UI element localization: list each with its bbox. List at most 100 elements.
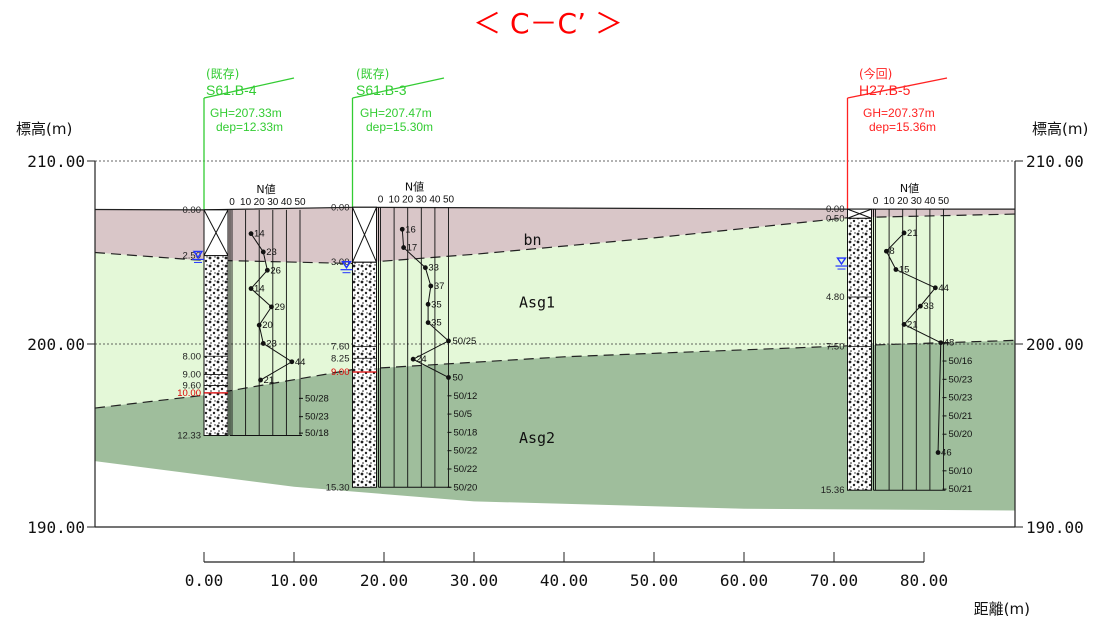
n-scale-label: 30 [911, 196, 923, 207]
depth-label: 4.80 [826, 292, 845, 303]
chart-title: ＜ C－C’ ＞ [473, 7, 623, 40]
depth-label: 0.00 [826, 204, 845, 215]
depth-label: 10.00 [177, 388, 201, 399]
n-scale-label: 40 [281, 197, 293, 208]
n-value-label: 50 [453, 372, 464, 383]
n-value-label: 15 [899, 265, 910, 276]
refusal-label: 50/23 [949, 393, 973, 404]
depth-label: 2.50 [183, 251, 202, 262]
distance-tick-label: 60.00 [720, 571, 768, 590]
n-scale-label: 0 [873, 196, 879, 207]
borehole-tag-line [203, 77, 295, 99]
depth-label: 15.30 [326, 482, 350, 493]
topsoil-cross [203, 209, 229, 256]
depth-label: 7.60 [331, 341, 350, 352]
n-value-point [256, 322, 262, 328]
boreholes: (既存)S61.B-4GH=207.33mdep=12.33m0.002.508… [177, 66, 972, 496]
depth-label: 12.33 [177, 431, 201, 442]
n-value-label: 44 [938, 283, 949, 294]
n-value-point [932, 285, 938, 291]
n-value-header: N値 [405, 180, 424, 193]
soil-layers: bn Asg1 Asg2 [94, 206, 1016, 511]
distance-tick-label: 0.00 [185, 571, 224, 590]
n-value-label: 29 [274, 302, 285, 313]
n-value-point [446, 338, 451, 344]
n-value-label: 24 [416, 354, 427, 365]
borehole-dep: dep=12.33m [216, 120, 283, 134]
n-scale-label: 0 [378, 194, 384, 205]
borehole-status: (既存) [206, 67, 239, 81]
depth-label: 9.00 [183, 370, 202, 381]
n-value-point [260, 249, 266, 255]
n-value-point [935, 450, 941, 455]
distance-tick-label: 30.00 [450, 571, 498, 590]
n-value-label: 26 [270, 265, 281, 276]
depth-label: 9.00 [331, 367, 350, 378]
n-value-point [425, 301, 431, 307]
n-value-point [248, 286, 254, 291]
n-scale-label: 20 [897, 196, 909, 207]
borehole-gh: GH=207.37m [863, 106, 935, 120]
n-value-label: 33 [923, 301, 934, 312]
n-value-label: 21 [907, 319, 918, 330]
water-level-marker [192, 250, 204, 259]
refusal-label: 50/12 [454, 391, 478, 402]
n-value-label: 50/25 [453, 336, 477, 347]
n-value-label: 16 [405, 224, 416, 235]
n-scale-label: 10 [389, 194, 401, 205]
elev-tick-label-left: 200.00 [27, 335, 85, 354]
n-value-label: 8 [889, 246, 894, 257]
n-value-label: 14 [254, 229, 265, 240]
distance-tick-label: 40.00 [540, 571, 588, 590]
borehole-tag-line [352, 77, 445, 99]
elev-axis-label-left: 標高(m) [16, 120, 72, 138]
n-value-point [248, 231, 254, 237]
n-scale-label: 20 [402, 194, 414, 205]
n-value-label: 17 [407, 243, 418, 254]
topsoil-cross [847, 208, 872, 219]
refusal-label: 50/20 [454, 482, 478, 493]
n-scale-label: 0 [229, 197, 235, 208]
n-scale-label: 30 [416, 194, 428, 205]
layer-label-asg1: Asg1 [519, 293, 555, 311]
n-value-point [289, 359, 295, 365]
distance-tick-label: 20.00 [360, 571, 408, 590]
n-value-point [425, 320, 431, 325]
depth-label: 8.25 [331, 353, 350, 364]
layer-asg1 [95, 214, 1015, 409]
depth-label: 15.36 [821, 485, 845, 496]
distance-tick-label: 70.00 [810, 571, 858, 590]
n-scale-label: 50 [938, 196, 950, 207]
n-value-point [428, 283, 434, 289]
borehole-name: H27.B-5 [859, 82, 911, 98]
n-value-label: 46 [941, 448, 952, 459]
n-value-point [938, 340, 944, 346]
depth-label: 9.60 [183, 381, 202, 392]
n-value-point [264, 267, 270, 273]
layer-asg2 [95, 340, 1015, 511]
borehole-gh: GH=207.47m [360, 106, 432, 120]
depth-label: 0.00 [183, 205, 202, 216]
n-value-point [883, 248, 889, 254]
elev-tick-label-left: 210.00 [27, 152, 85, 171]
n-scale-label: 10 [884, 196, 896, 207]
distance-axis-label: 距離(m) [974, 600, 1030, 618]
distance-tick-label: 10.00 [270, 571, 318, 590]
refusal-label: 50/16 [949, 356, 973, 367]
n-value-label: 14 [254, 284, 265, 295]
depth-label: 7.50 [826, 341, 845, 352]
n-value-label: 23 [266, 247, 277, 258]
n-scale-label: 20 [254, 197, 266, 208]
refusal-label: 50/10 [949, 466, 973, 477]
n-value-label: 44 [295, 357, 306, 368]
n-value-point [399, 226, 405, 232]
n-scale-label: 40 [429, 194, 441, 205]
refusal-label: 50/18 [305, 428, 329, 439]
refusal-label: 50/23 [949, 374, 973, 385]
refusal-label: 50/21 [949, 411, 973, 422]
